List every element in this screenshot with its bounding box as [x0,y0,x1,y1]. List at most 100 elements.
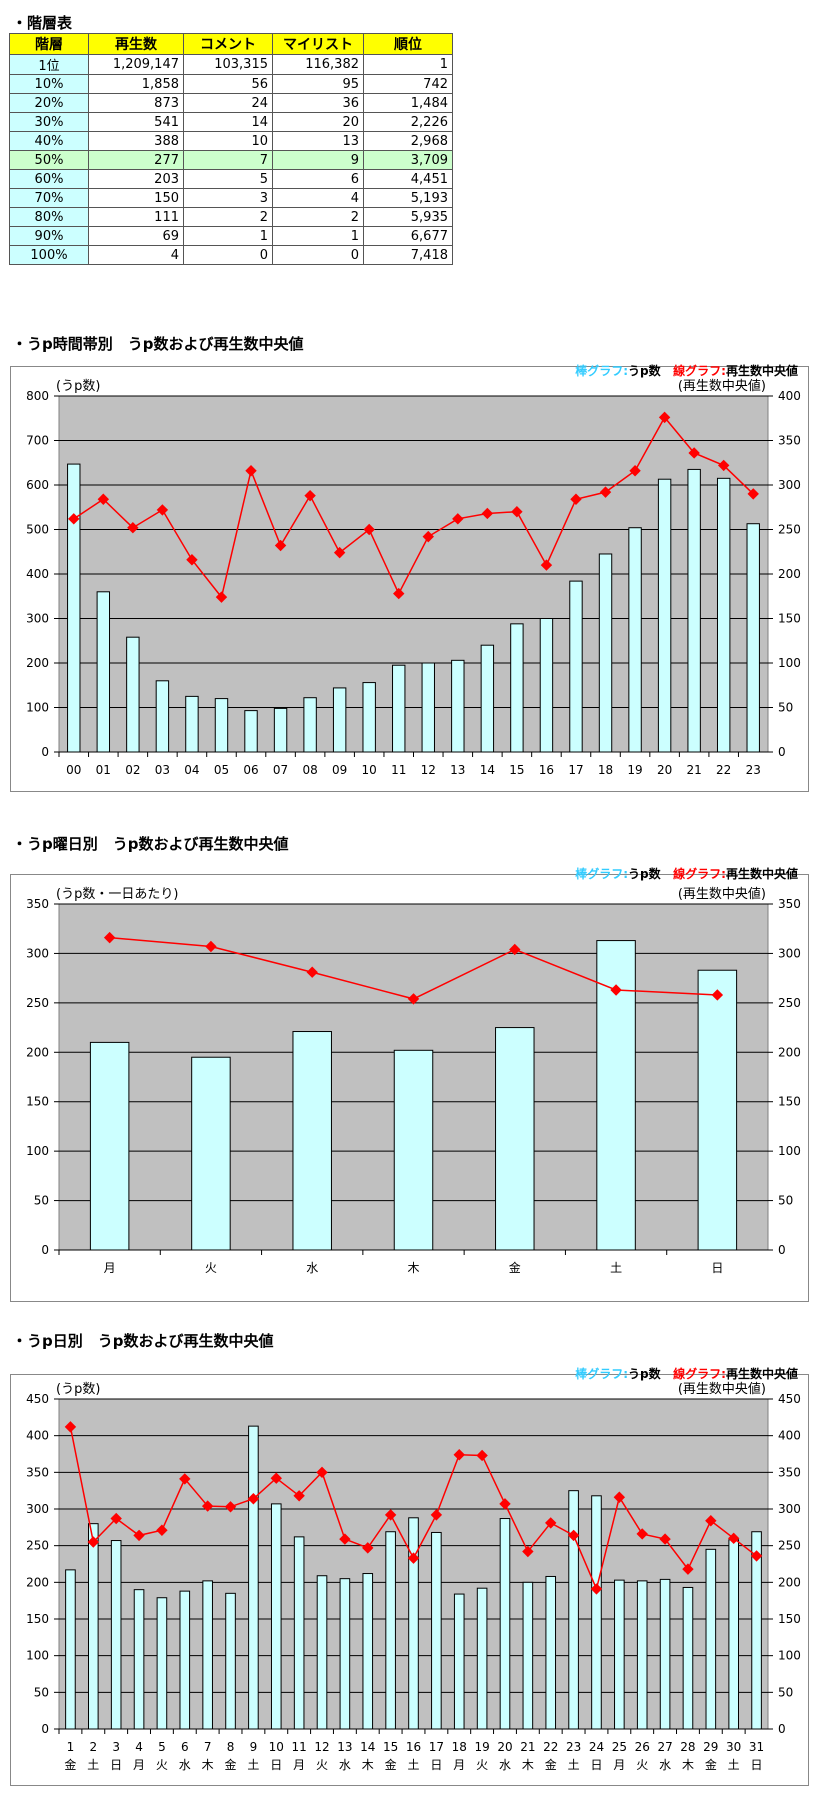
line-point [68,513,80,525]
line-point [610,984,622,996]
y-tick-label-right: 150 [778,1612,801,1626]
x-tick-label: 07 [273,763,288,777]
line-point [499,1498,511,1510]
bar [332,687,347,753]
cell-value: 2,226 [363,112,453,132]
cell-value: 1 [363,54,453,75]
y-tick-label-right: 0 [778,745,786,759]
cell-level: 90% [9,226,89,246]
cell-value: 203 [88,169,184,189]
x-tick-weekday: 水 [339,1758,351,1772]
y-tick-label-left: 50 [34,1194,49,1208]
cell-level: 40% [9,131,89,151]
line-point [659,1533,671,1545]
x-tick-label: 21 [520,1740,535,1754]
line-point [452,513,464,525]
y-axis-label-left: (うp数) [56,1382,100,1397]
bar [179,1590,191,1730]
bar [225,1592,236,1730]
bar [110,1540,122,1730]
x-tick-label: 01 [96,763,111,777]
bar [510,623,524,753]
y-tick-label-left: 800 [26,389,49,403]
y-tick-label-right: 350 [778,434,801,448]
bar [480,644,495,753]
series-line [73,416,754,599]
y-axis-label-right: (再生数中央値) [678,378,766,394]
y-tick-label-right: 150 [778,612,801,626]
y-tick-label-right: 400 [778,1429,801,1443]
cell-value: 3,709 [363,150,453,170]
x-tick-label: 05 [214,763,229,777]
x-tick-label: 3 [112,1740,120,1754]
x-tick-label: 月 [104,1261,116,1275]
line-point [590,1583,603,1595]
y-tick-label-left: 600 [26,478,49,492]
y-tick-label-right: 50 [778,1194,793,1208]
line-point [453,1449,465,1461]
header-views: 再生数 [88,33,184,55]
table-row: 70% 150 3 4 5,193 [9,188,453,208]
x-tick-weekday: 水 [659,1758,671,1772]
cell-value: 20 [272,112,364,132]
bar [716,477,731,753]
line-point [274,539,287,552]
header-level: 階層 [9,33,89,55]
cell-value: 7,418 [363,245,453,265]
line-point [511,505,523,518]
line-point [316,1466,328,1479]
x-tick-label: 06 [243,763,258,777]
cell-value: 4 [272,188,364,208]
x-tick-label: 17 [568,763,583,777]
line-point [304,489,316,502]
cell-value: 5 [183,169,273,189]
cell-value: 1 [272,226,364,246]
bar [628,527,642,753]
table-row: 90% 69 1 1 6,677 [9,226,453,246]
y-tick-label-right: 350 [778,897,801,911]
cell-value: 388 [88,131,184,151]
cell-value: 14 [183,112,273,132]
table-row: 40% 388 10 13 2,968 [9,131,453,151]
cell-value: 277 [88,150,184,170]
bar [451,659,465,753]
y-tick-label-left: 50 [34,1685,49,1699]
cell-value: 3 [183,188,273,208]
line-point [509,943,521,956]
x-tick-label: 22 [543,1740,558,1754]
y-tick-label-left: 450 [26,1392,49,1406]
y-tick-label-left: 250 [26,996,49,1010]
x-tick-label: 金 [509,1260,521,1275]
line-point [110,1512,122,1525]
line-point [97,493,110,505]
chart3-svg: 0 50 100 150 200 250 300 350 400 450 0 50 100 150 200 2… [26,1381,801,1772]
y-tick-label-right: 250 [778,1539,801,1553]
x-tick-label: 08 [302,763,317,777]
cell-value: 95 [272,74,364,94]
line-point [570,493,582,505]
chart3-legend: 棒グラフ:うp数 線グラフ:再生数中央値 [575,1365,798,1382]
line-point [522,1545,534,1558]
bar [408,1517,419,1730]
x-tick-weekday: 火 [636,1758,648,1772]
x-tick-label: 09 [332,763,347,777]
x-tick-label: 13 [337,1740,352,1754]
cell-value: 1,858 [88,74,184,94]
x-tick-label: 03 [155,763,170,777]
y-tick-label-left: 0 [41,1243,49,1257]
line-point [87,1536,100,1548]
x-tick-label: 23 [566,1740,581,1754]
chart1-svg: 0100200300400500600700800050100150200250… [26,378,801,777]
line-point [247,1493,260,1505]
x-tick-label: 19 [474,1740,489,1754]
chart1-legend-bar-name: うp数 [628,364,661,378]
bar [431,1531,442,1730]
bar [67,463,81,753]
x-tick-weekday: 土 [728,1758,740,1772]
bar [751,1531,762,1730]
x-tick-label: 12 [421,763,436,777]
line-point [215,591,228,603]
cell-value: 873 [88,93,184,113]
x-tick-label: 1 [67,1740,75,1754]
bar [202,1580,213,1730]
